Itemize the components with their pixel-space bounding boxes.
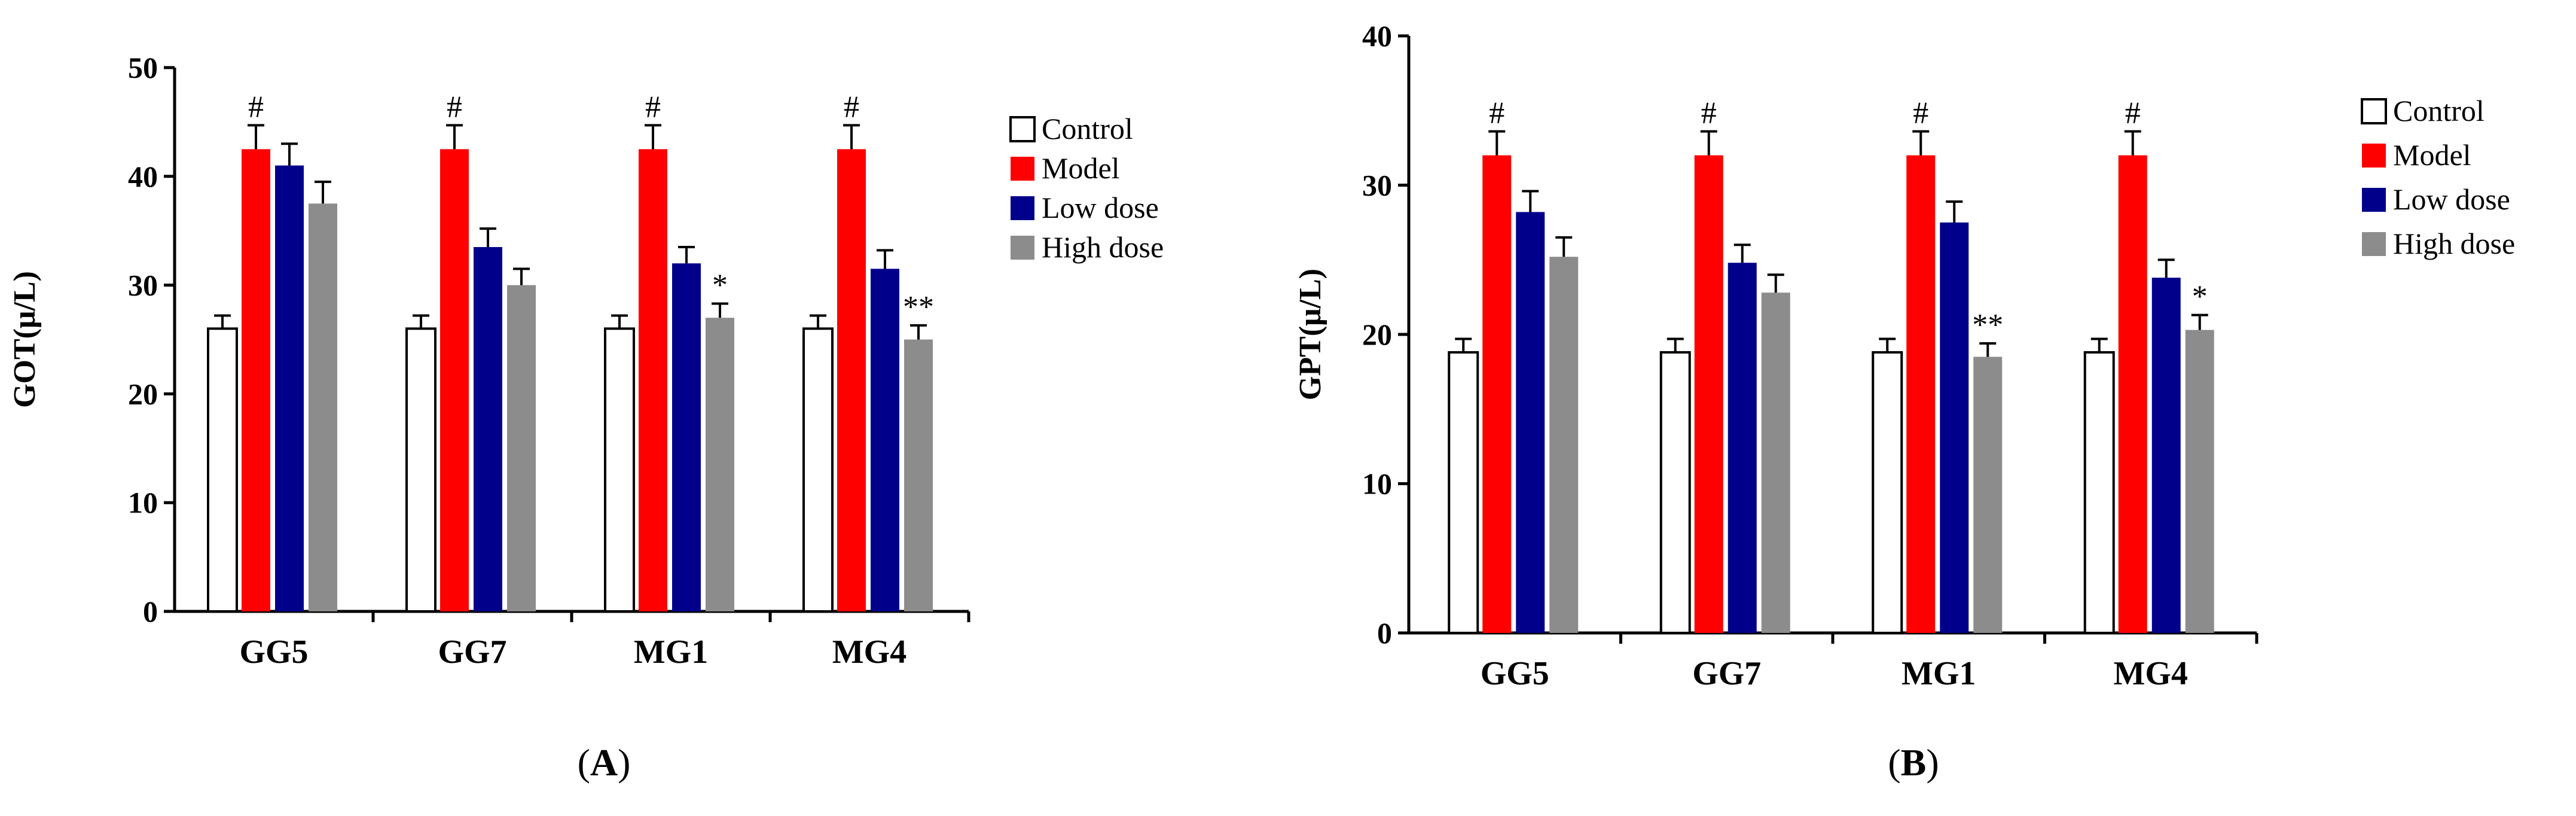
panel-b-category-label-gg5: GG5	[1481, 655, 1549, 692]
panel-b-letter: B	[1900, 741, 1927, 784]
panel-a-label-prefix: (	[577, 741, 590, 784]
panel-b-label-suffix: )	[1926, 741, 1939, 784]
panel-a-bar-mg1-high-dose	[706, 318, 734, 611]
panel-b-annotation-gg7-model: #	[1701, 96, 1717, 130]
panel-b-bar-mg1-model	[1906, 155, 1936, 634]
panel-b-legend-swatch-high-dose	[2362, 232, 2386, 256]
panel-a-y-axis-title: GOT(μ/L)	[8, 271, 42, 408]
panel-b-bar-gg5-model	[1482, 155, 1512, 634]
panel-a-legend-swatch-model	[1011, 157, 1034, 181]
panel-a-y-tick-label: 30	[128, 269, 158, 302]
panel-a-bar-mg1-model	[639, 149, 667, 612]
panel-a-annotation-gg7-model: #	[447, 90, 462, 124]
panel-b-legend-swatch-model	[2362, 144, 2386, 168]
panel-a-bar-mg1-low-dose	[672, 263, 701, 611]
panel-a-y-tick-label: 10	[128, 486, 158, 519]
panel-a-bar-gg5-high-dose	[309, 203, 337, 611]
panel-b-y-axis-title: GPT(μ/L)	[1293, 269, 1327, 400]
panel-a-bar-gg5-control	[207, 327, 238, 613]
panel-b-bar-gg5-high-dose	[1549, 257, 1579, 633]
panel-a-bar-mg4-low-dose	[871, 269, 899, 612]
panel-a-legend-label-low-dose: Low dose	[1042, 191, 1159, 224]
panel-a-bar-gg5-low-dose	[275, 165, 304, 611]
panel-a-annotation-gg5-model: #	[248, 90, 264, 124]
panel-b-y-tick-label: 30	[1362, 169, 1392, 202]
panel-b-legend-label-model: Model	[2393, 138, 2471, 172]
panel-a-annotation-mg4-model: #	[844, 90, 859, 124]
panel-a-legend-label-high-dose: High dose	[1042, 230, 1164, 264]
panel-b-annotation-mg4-model: #	[2125, 96, 2141, 130]
panel-a-bar-gg5-model	[242, 149, 270, 612]
panel-b-category-label-mg1: MG1	[1902, 655, 1976, 692]
panel-b-bar-gg5-control	[1448, 351, 1479, 634]
panel-b-bar-gg7-high-dose	[1761, 293, 1790, 633]
panel-a-letter: A	[590, 741, 618, 784]
panel-b-annotation-gg5-model: #	[1489, 96, 1504, 130]
panel-a-bar-gg7-low-dose	[474, 246, 502, 612]
panel-b-bar-gg7-low-dose	[1727, 263, 1757, 633]
panel-a-y-tick-label: 50	[128, 51, 158, 84]
panel-b-bar-mg1-control	[1872, 351, 1903, 634]
chart-panel-a: 0 10 20 30 40 50 GOT(μ/L) GG5 # GG7 # MG1 # * MG4 # ** Co…	[8, 51, 1164, 671]
panel-b-category-label-gg7: GG7	[1692, 655, 1761, 692]
panel-b-bar-mg4-model	[2118, 155, 2147, 634]
panel-b-bar-gg5-low-dose	[1516, 212, 1545, 633]
panel-b-bar-gg7-model	[1694, 155, 1723, 634]
panel-b-legend-label-high-dose: High dose	[2393, 227, 2515, 260]
panel-a-annotation-mg4-high-dose: **	[903, 290, 934, 324]
panel-a-annotation-mg1-high-dose: *	[712, 269, 728, 303]
panel-b-bar-mg4-low-dose	[2151, 278, 2181, 633]
panel-b-bar-gg7-control	[1659, 351, 1691, 634]
panel-a-y-tick-label: 0	[143, 595, 158, 628]
panel-b-y-tick-label: 0	[1377, 616, 1392, 650]
panel-a-y-tick-label: 20	[128, 377, 158, 410]
panel-a-y-tick-label: 40	[128, 160, 158, 193]
panel-a-category-label-mg1: MG1	[634, 634, 708, 671]
panel-a-label: (A)	[538, 741, 670, 785]
panel-b-annotation-mg4-high-dose: *	[2192, 280, 2208, 314]
panel-a-bar-mg4-high-dose	[904, 339, 933, 611]
panel-b-annotation-mg1-model: #	[1913, 96, 1928, 130]
panel-b-bar-mg1-low-dose	[1940, 222, 1969, 633]
panel-b-bar-mg1-high-dose	[1973, 357, 2003, 633]
panel-a-legend-label-control: Control	[1042, 112, 1133, 145]
panel-a-legend-swatch-low-dose	[1011, 196, 1034, 220]
panel-a-annotation-mg1-model: #	[645, 90, 661, 124]
panel-a-bar-mg4-model	[837, 149, 866, 612]
panel-b-annotation-mg1-high-dose: **	[1972, 308, 2003, 342]
panel-a-bar-mg4-control	[802, 327, 834, 613]
chart-panel-b: 0 10 20 30 40 GPT(μ/L) GG5 # GG7 # MG1 # ** MG4 # * Cont…	[1293, 19, 2515, 692]
panel-b-label: (B)	[1848, 741, 1979, 785]
panel-b-legend-label-control: Control	[2393, 94, 2485, 127]
panel-a-category-label-gg5: GG5	[239, 634, 308, 671]
panel-a-bar-mg1-control	[604, 327, 635, 613]
panel-a-bar-gg7-control	[405, 327, 437, 613]
panel-a-legend-swatch-control	[1009, 116, 1036, 142]
panel-a-bar-gg7-model	[440, 149, 469, 612]
panel-b-legend-label-low-dose: Low dose	[2393, 182, 2510, 216]
panel-b-y-tick-label: 20	[1362, 318, 1392, 351]
panel-b-bar-mg4-high-dose	[2185, 330, 2214, 633]
panel-b-y-tick-label: 10	[1362, 467, 1392, 501]
panel-b-label-prefix: (	[1888, 741, 1901, 784]
panel-b-category-label-mg4: MG4	[2114, 655, 2188, 692]
panel-a-bar-gg7-high-dose	[507, 285, 536, 612]
panel-b-bar-mg4-control	[2083, 351, 2115, 634]
panel-b-legend-swatch-low-dose	[2362, 188, 2386, 212]
panel-a-category-label-mg4: MG4	[832, 634, 907, 671]
panel-a-category-label-gg7: GG7	[438, 634, 506, 671]
panel-a-legend-label-model: Model	[1042, 151, 1120, 185]
panel-a-label-suffix: )	[618, 741, 631, 784]
panel-b-legend-swatch-control	[2361, 98, 2387, 124]
panel-b-y-tick-label: 40	[1362, 19, 1392, 53]
panel-a-legend-swatch-high-dose	[1011, 236, 1034, 260]
